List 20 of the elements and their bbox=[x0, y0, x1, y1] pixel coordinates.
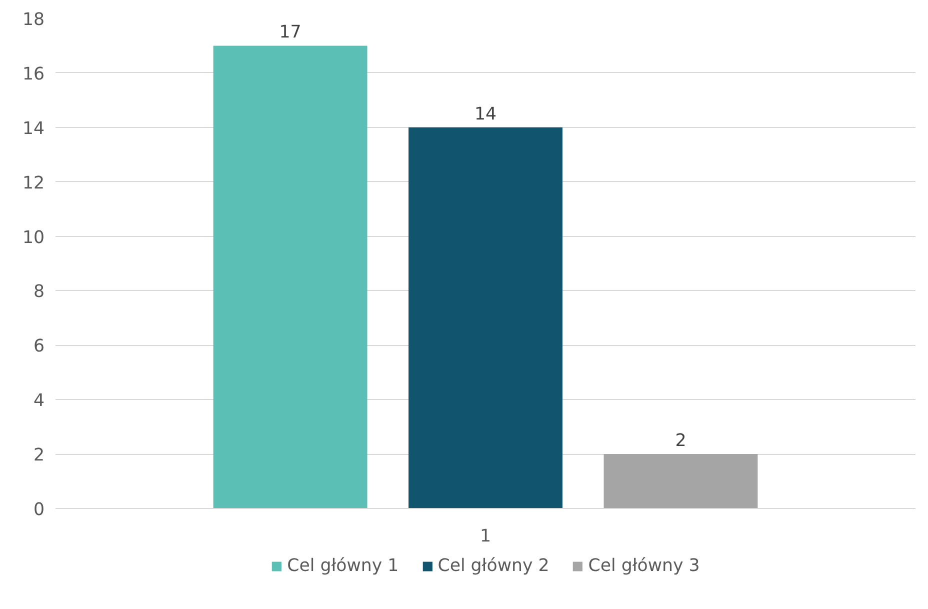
y-tick-label: 4 bbox=[33, 391, 45, 412]
legend-label: Cel główny 3 bbox=[588, 556, 700, 576]
x-tick-label: 1 bbox=[480, 526, 492, 546]
bar bbox=[213, 46, 368, 508]
y-tick-label: 2 bbox=[33, 446, 45, 466]
y-tick-label: 0 bbox=[33, 500, 45, 520]
data-label: 14 bbox=[474, 104, 497, 124]
y-tick-label: 6 bbox=[33, 336, 45, 357]
bar bbox=[408, 127, 562, 508]
y-tick-label: 16 bbox=[22, 64, 45, 84]
legend-label: Cel główny 1 bbox=[287, 556, 399, 576]
y-tick-label: 10 bbox=[22, 228, 45, 248]
y-tick-label: 8 bbox=[33, 282, 45, 302]
legend-label: Cel główny 2 bbox=[438, 556, 550, 576]
data-label: 17 bbox=[279, 22, 302, 43]
bar bbox=[604, 454, 758, 508]
y-tick-label: 14 bbox=[22, 118, 45, 139]
y-tick-label: 12 bbox=[22, 173, 45, 194]
data-label: 2 bbox=[675, 431, 686, 452]
y-tick-label: 18 bbox=[22, 10, 45, 30]
